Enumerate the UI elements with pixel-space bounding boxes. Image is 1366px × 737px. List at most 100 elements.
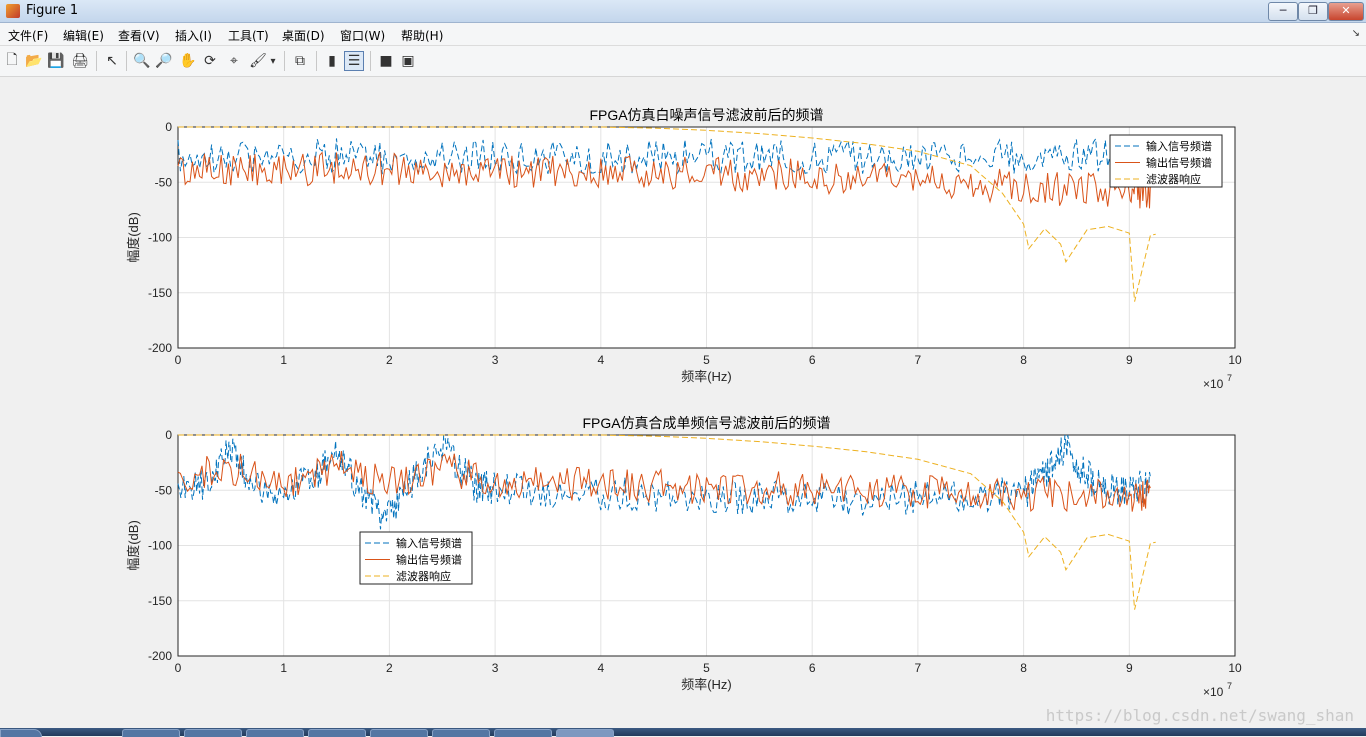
x-tick-label: 0: [175, 353, 182, 367]
menu-item[interactable]: 工具(T): [228, 29, 269, 43]
y-axis-label: 幅度(dB): [126, 212, 141, 263]
brush-dropdown-icon[interactable]: ▾: [270, 55, 276, 67]
y-tick-label: 0: [165, 120, 172, 134]
close-button[interactable]: ✕: [1328, 2, 1364, 21]
chart-2: 0 1 2 3 4 5 6 7 8 9 10 0 -50 -100 -150 -200 FPGA仿真合成单频信号…: [126, 415, 1242, 699]
y-tick-label: 0: [165, 428, 172, 442]
brush-icon[interactable]: 🖌: [249, 53, 267, 69]
x-scale-exponent: 7: [1227, 373, 1232, 383]
x-tick-label: 6: [809, 661, 816, 675]
window-title: Figure 1: [26, 3, 79, 18]
pan-hand-icon[interactable]: ✋: [179, 53, 197, 69]
chart-title: FPGA仿真白噪声信号滤波前后的频谱: [589, 107, 823, 123]
legend-entry: 输出信号频谱: [1146, 156, 1212, 170]
x-axis-label: 频率(Hz): [681, 369, 732, 384]
x-tick-label: 1: [280, 353, 287, 367]
minimize-button[interactable]: ─: [1268, 2, 1298, 21]
x-tick-label: 8: [1020, 661, 1027, 675]
x-tick-label: 9: [1126, 661, 1133, 675]
menu-item[interactable]: 查看(V): [118, 29, 160, 43]
taskbar-item[interactable]: [122, 729, 180, 737]
legend-icon[interactable]: ☰: [344, 51, 364, 71]
y-tick-label: -100: [148, 231, 172, 245]
y-tick-label: -200: [148, 649, 172, 663]
maximize-button[interactable]: ❐: [1298, 2, 1328, 21]
taskbar-item[interactable]: [246, 729, 304, 737]
taskbar-item-active[interactable]: [556, 729, 614, 737]
menu-item[interactable]: 帮助(H): [401, 29, 444, 43]
y-axis-label: 幅度(dB): [126, 520, 141, 571]
y-tick-label: -50: [155, 483, 173, 497]
figure-toolbar: 🗋 📂 💾 🖨 ↖ 🔍 🔎 ✋ ⟳ ⌖ 🖌 ▾ ⧉ ▮ ☰ ■ ▣: [0, 46, 1366, 77]
x-tick-label: 2: [386, 661, 393, 675]
x-tick-label: 10: [1228, 661, 1242, 675]
menu-bar: 文件(F) 编辑(E) 查看(V) 插入(I) 工具(T) 桌面(D) 窗口(W) 帮助(H)…: [0, 23, 1366, 46]
menu-item[interactable]: 插入(I): [175, 29, 212, 43]
x-tick-label: 8: [1020, 353, 1027, 367]
menu-item[interactable]: 编辑(E): [63, 29, 104, 43]
link-plot-icon[interactable]: ⧉: [295, 53, 305, 69]
series-line-2: [177, 450, 1151, 513]
x-scale-exponent: 7: [1227, 681, 1232, 691]
edit-plot-arrow-icon[interactable]: ↖: [106, 53, 118, 69]
toolbar-separator: [96, 51, 97, 71]
toolbar-separator: [370, 51, 371, 71]
menu-item[interactable]: 文件(F): [8, 29, 49, 43]
taskbar-item[interactable]: [308, 729, 366, 737]
zoom-in-icon[interactable]: 🔍: [133, 53, 151, 69]
x-tick-label: 3: [492, 353, 499, 367]
x-tick-label: 1: [280, 661, 287, 675]
x-scale-factor: ×10: [1203, 377, 1224, 391]
x-tick-label: 10: [1228, 353, 1242, 367]
plot-frame: [177, 434, 1236, 657]
taskbar-item[interactable]: [370, 729, 428, 737]
menu-dock-arrow-icon[interactable]: ↘: [1351, 28, 1360, 39]
menu-item[interactable]: 桌面(D): [282, 29, 325, 43]
x-tick-label: 7: [915, 661, 922, 675]
new-figure-icon[interactable]: 🗋: [6, 52, 18, 68]
legend-entry: 滤波器响应: [396, 569, 451, 583]
open-file-icon[interactable]: 📂: [25, 53, 43, 69]
hide-plot-tools-icon[interactable]: ■: [379, 53, 393, 69]
x-tick-label: 2: [386, 353, 393, 367]
x-tick-label: 3: [492, 661, 499, 675]
x-axis-label: 频率(Hz): [681, 677, 732, 692]
taskbar-item[interactable]: [494, 729, 552, 737]
windows-taskbar: [0, 728, 1366, 737]
y-tick-label: -50: [155, 175, 173, 189]
chart-title: FPGA仿真合成单频信号滤波前后的频谱: [582, 415, 830, 431]
x-tick-label: 5: [703, 353, 710, 367]
toolbar-separator: [284, 51, 285, 71]
menu-item[interactable]: 窗口(W): [340, 29, 386, 43]
y-tick-label: -100: [148, 539, 172, 553]
rotate-3d-icon[interactable]: ⟳: [204, 53, 216, 69]
series-line-1: [177, 434, 1151, 530]
save-icon[interactable]: 💾: [47, 53, 65, 69]
toolbar-separator: [316, 51, 317, 71]
taskbar-item[interactable]: [432, 729, 490, 737]
x-scale-factor: ×10: [1203, 685, 1224, 699]
plot-frame: [177, 126, 1236, 349]
data-cursor-icon[interactable]: ⌖: [230, 53, 238, 69]
taskbar-item[interactable]: [184, 729, 242, 737]
x-tick-label: 4: [597, 661, 604, 675]
toolbar-separator: [126, 51, 127, 71]
plots-svg: 0 1 2 3 4 5 6 7 8 9 100-50-100-150-200FPGA仿真白噪声信号滤…: [126, 107, 1242, 699]
x-tick-label: 7: [915, 353, 922, 367]
show-plot-tools-icon[interactable]: ▣: [401, 53, 415, 69]
window-titlebar: Figure 1 ─ ❐ ✕: [0, 0, 1366, 23]
legend-entry: 输出信号频谱: [396, 553, 462, 567]
matlab-logo-icon: [6, 4, 20, 18]
x-tick-label: 4: [597, 353, 604, 367]
x-tick-label: 5: [703, 661, 710, 675]
series-line-2: [177, 151, 1151, 209]
legend-entry: 滤波器响应: [1146, 172, 1201, 186]
series-line-3: [178, 126, 1156, 302]
y-tick-label: -150: [148, 594, 172, 608]
print-icon[interactable]: 🖨: [71, 53, 89, 69]
zoom-out-icon[interactable]: 🔎: [155, 53, 173, 69]
legend-entry: 输入信号频谱: [396, 536, 462, 550]
colorbar-icon[interactable]: ▮: [328, 53, 336, 69]
